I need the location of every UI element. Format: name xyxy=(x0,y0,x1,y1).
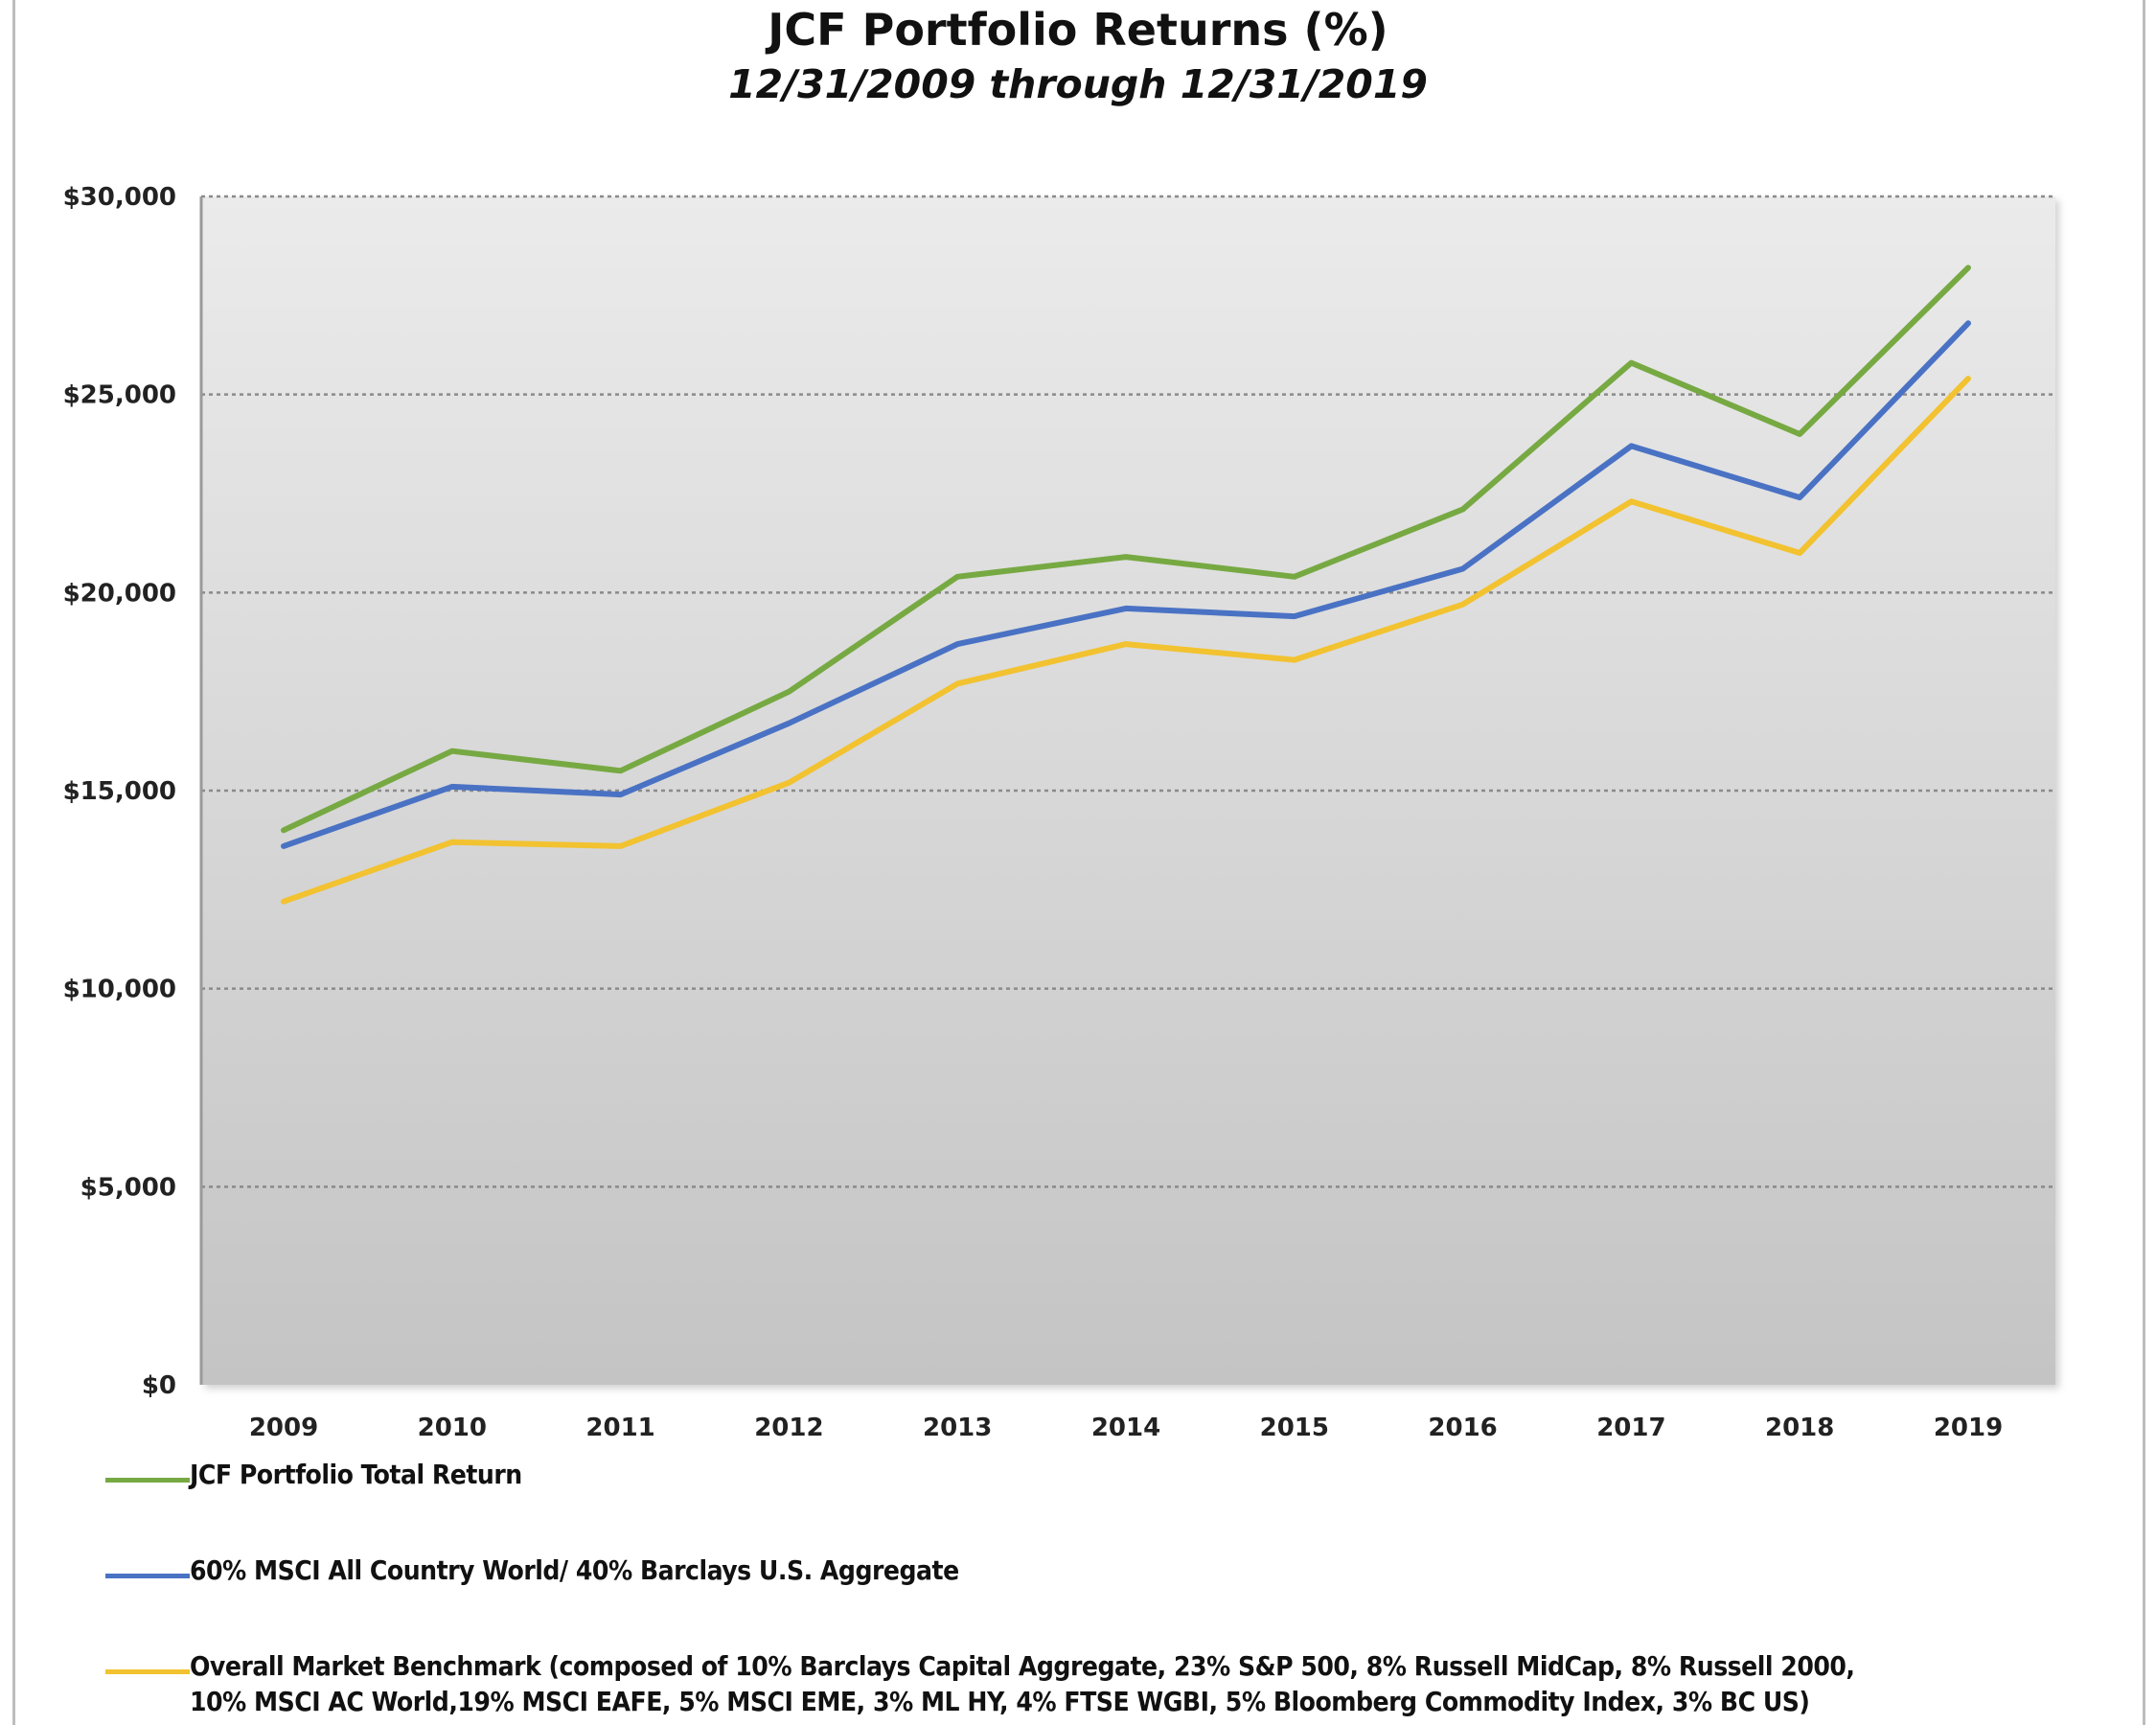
y-tick-label: $30,000 xyxy=(63,183,176,212)
x-tick-label: 2011 xyxy=(585,1414,654,1438)
y-tick-label: $20,000 xyxy=(63,579,176,608)
x-tick-label: 2016 xyxy=(1428,1414,1497,1438)
legend-item-overall-benchmark: Overall Market Benchmark (composed of 10… xyxy=(105,1648,2127,1719)
page-border-left xyxy=(12,0,15,1725)
legend-item-jcf: JCF Portfolio Total Return xyxy=(105,1457,2127,1492)
y-tick-label: $0 xyxy=(142,1371,176,1400)
legend-label: Overall Market Benchmark (composed of 10… xyxy=(190,1650,1855,1717)
y-tick-label: $25,000 xyxy=(63,381,176,410)
x-tick-label: 2009 xyxy=(249,1414,318,1438)
x-tick-label: 2018 xyxy=(1765,1414,1834,1438)
legend-label: 60% MSCI All Country World/ 40% Barclays… xyxy=(190,1554,959,1586)
x-tick-label: 2012 xyxy=(754,1414,823,1438)
y-tick-label: $10,000 xyxy=(63,976,176,1004)
y-tick-label: $15,000 xyxy=(63,777,176,806)
x-tick-label: 2014 xyxy=(1091,1414,1160,1438)
line-chart: $0 $5,000 $10,000 $15,000 $20,000 $25,000 $30,… xyxy=(63,183,2055,1438)
x-tick-label: 2010 xyxy=(418,1414,487,1438)
legend-swatch-blue xyxy=(105,1574,190,1578)
legend-swatch-green xyxy=(105,1478,190,1483)
x-tick-label: 2019 xyxy=(1934,1414,2003,1438)
series-line-0 xyxy=(281,264,1971,834)
y-axis-ticks: $0 $5,000 $10,000 $15,000 $20,000 $25,000 $30,… xyxy=(63,183,176,1400)
chart-legend: JCF Portfolio Total Return 60% MSCI All … xyxy=(105,1457,2127,1719)
x-tick-label: 2015 xyxy=(1260,1414,1329,1438)
x-tick-label: 2017 xyxy=(1596,1414,1665,1438)
legend-label: JCF Portfolio Total Return xyxy=(190,1459,522,1490)
chart-subtitle: 12/31/2009 through 12/31/2019 xyxy=(728,61,1428,107)
x-axis-ticks: 2009 2010 2011 2012 2013 2014 2015 2016 2017 2018… xyxy=(249,1414,2003,1438)
legend-swatch-yellow xyxy=(105,1669,190,1674)
legend-item-msci-barclays: 60% MSCI All Country World/ 40% Barclays… xyxy=(105,1552,2127,1588)
y-tick-label: $5,000 xyxy=(80,1173,176,1202)
x-tick-label: 2013 xyxy=(923,1414,992,1438)
chart-title: JCF Portfolio Returns (%) xyxy=(768,4,1388,56)
series-lines xyxy=(281,264,1971,905)
series-line-1 xyxy=(281,320,1971,849)
page-border-right xyxy=(2143,0,2145,1725)
series-line-2 xyxy=(281,376,1971,905)
